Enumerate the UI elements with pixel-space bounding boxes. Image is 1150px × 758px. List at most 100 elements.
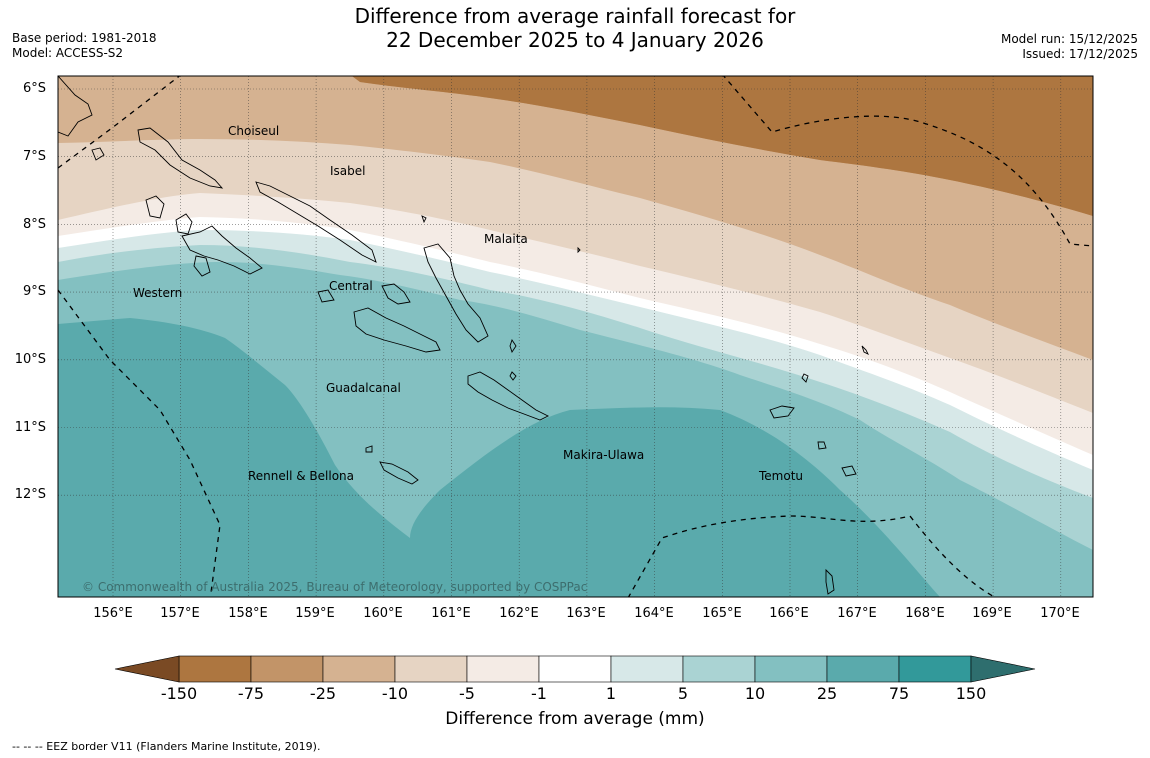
colorbar-tick: 150 — [955, 684, 987, 703]
region-label-choiseul: Choiseul — [228, 124, 280, 138]
colorbar-tick: 1 — [605, 684, 617, 703]
band-minus150-minus75 — [351, 76, 1093, 216]
lon-label: 158°E — [228, 606, 268, 621]
eez-legend-note: -- -- -- EEZ border V11 (Flanders Marine… — [12, 740, 321, 753]
meta-left: Base period: 1981-2018 Model: ACCESS-S2 — [12, 31, 157, 61]
lat-label: 12°S — [14, 487, 46, 502]
eez-border-south — [627, 515, 996, 597]
region-label-guadalcanal: Guadalcanal — [326, 381, 401, 395]
lon-label: 165°E — [702, 606, 742, 621]
map-title: Difference from average rainfall forecas… — [0, 4, 1150, 52]
lon-label: 159°E — [295, 606, 335, 621]
base-period: Base period: 1981-2018 — [12, 31, 157, 45]
island-bougainville — [58, 76, 93, 137]
colorbar-segment — [682, 655, 756, 683]
colorbar-tick: 75 — [888, 684, 910, 703]
region-label-central: Central — [329, 279, 373, 293]
lat-label: 8°S — [22, 217, 46, 232]
colorbar-tick: 25 — [816, 684, 838, 703]
eez-borders — [58, 76, 1093, 597]
meta-right: Model run: 15/12/2025 Issued: 17/12/2025 — [1001, 32, 1138, 62]
island-guadalcanal — [353, 307, 441, 353]
island-bellona — [365, 445, 373, 453]
colorbar-tick: -1 — [531, 684, 547, 703]
colorbar-segment — [754, 655, 828, 683]
title-line-1: Difference from average rainfall forecas… — [354, 4, 796, 28]
colorbar-tick: -25 — [309, 684, 337, 703]
lon-label: 168°E — [905, 606, 945, 621]
colorbar — [114, 655, 1036, 683]
colorbar-segment — [610, 655, 684, 683]
island-rendova — [193, 255, 211, 277]
colorbar-extend-high — [970, 655, 1036, 683]
island-santa-isabel — [255, 181, 377, 263]
coastlines — [58, 76, 870, 595]
island-vella-lavella — [145, 195, 165, 219]
lat-label: 7°S — [22, 149, 46, 164]
island-utupua — [817, 441, 827, 450]
island-sikaiana — [577, 246, 581, 254]
eez-border-west — [58, 289, 221, 597]
colorbar-tick: -5 — [459, 684, 475, 703]
copyright-notice: © Commonwealth of Australia 2025, Bureau… — [82, 580, 588, 594]
island-russell — [317, 289, 335, 303]
island-shortland — [91, 147, 105, 161]
island-small-malaita — [509, 338, 517, 354]
island-vanikoro — [841, 465, 857, 477]
map-frame — [57, 75, 1094, 598]
title-line-2: 22 December 2025 to 4 January 2026 — [386, 28, 764, 52]
colorbar-segment — [250, 655, 324, 683]
lat-label: 6°S — [22, 81, 46, 96]
eez-border-north-east — [722, 76, 1093, 247]
colorbar-segment — [394, 655, 468, 683]
island-kolombangara — [175, 213, 193, 235]
island-choiseul — [137, 127, 224, 189]
lon-label: 164°E — [634, 606, 674, 621]
island-anuta — [825, 568, 835, 595]
colorbar-tick: 5 — [677, 684, 689, 703]
colorbar-title: Difference from average (mm) — [445, 709, 705, 729]
colorbar-tick: -10 — [381, 684, 409, 703]
lon-label: 163°E — [566, 606, 606, 621]
colorbar-segment — [898, 655, 972, 683]
island-new-georgia — [181, 225, 263, 275]
colorbar-segment — [538, 655, 612, 683]
colorbar-tick: 10 — [744, 684, 766, 703]
colorbar-segment — [466, 655, 540, 683]
island-duff — [861, 345, 870, 356]
lon-label: 162°E — [499, 606, 539, 621]
issued-date: Issued: 17/12/2025 — [1022, 47, 1138, 61]
lon-label: 170°E — [1040, 606, 1080, 621]
model-run: Model run: 15/12/2025 — [1000, 32, 1138, 46]
lon-label: 156°E — [93, 606, 133, 621]
island-malaita — [423, 243, 489, 343]
colorbar-tick: -75 — [237, 684, 265, 703]
region-label-western: Western — [133, 286, 183, 300]
island-ulawa — [509, 371, 517, 381]
colorbar-segment — [826, 655, 900, 683]
region-label-malaita: Malaita — [484, 232, 528, 246]
colorbar-segment — [178, 655, 252, 683]
eez-border-png — [58, 76, 181, 169]
lon-label: 157°E — [160, 606, 200, 621]
colorbar-extend-low — [114, 655, 180, 683]
lon-label: 161°E — [431, 606, 471, 621]
lat-label: 10°S — [14, 352, 46, 367]
region-label-isabel: Isabel — [330, 164, 366, 178]
lat-label: 11°S — [14, 420, 46, 435]
region-label-makira-ulawa: Makira-Ulawa — [563, 448, 645, 462]
lat-label: 9°S — [22, 284, 46, 299]
region-label-rennell-bellona: Rennell & Bellona — [248, 469, 355, 483]
island-makira — [467, 371, 550, 421]
colorbar-segment — [322, 655, 396, 683]
island-reef-islands — [801, 373, 809, 383]
model-name: Model: ACCESS-S2 — [12, 46, 124, 60]
colorbar-tick: -150 — [160, 684, 198, 703]
contour-bands — [58, 76, 1093, 597]
island-rennell — [379, 461, 419, 485]
island-nendo — [769, 405, 795, 419]
island-ontong-java — [421, 215, 427, 224]
lon-label: 166°E — [769, 606, 809, 621]
lon-label: 169°E — [972, 606, 1012, 621]
